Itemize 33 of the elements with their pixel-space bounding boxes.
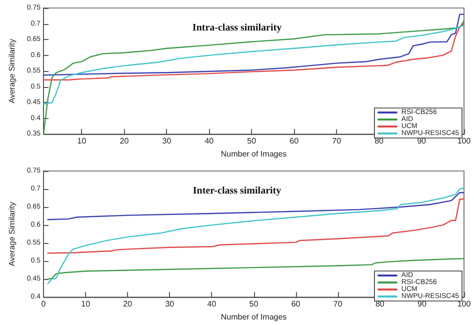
x-tick-label: 60 <box>290 136 300 146</box>
y-axis-title: Average Similarity <box>8 38 16 104</box>
x-tick-label: 20 <box>120 136 130 146</box>
line-series <box>42 24 465 105</box>
x-tick-label: 40 <box>204 136 214 146</box>
x-tick-label: 80 <box>374 136 384 146</box>
x-tick-label: 100 <box>457 300 472 309</box>
line-series <box>47 198 465 254</box>
x-tick-label: 50 <box>249 300 259 309</box>
x-tick-label: 0 <box>41 300 46 309</box>
x-tick-label: 80 <box>375 300 385 309</box>
x-axis-title: Number of Images <box>220 150 287 158</box>
x-tick-label: 70 <box>332 136 342 146</box>
x-tick-label: 100 <box>457 136 472 146</box>
y-axis-title: Average Similarity <box>8 202 16 266</box>
x-tick-label: 30 <box>165 300 175 309</box>
text: Inter-class similarity <box>192 186 282 196</box>
x-axis-title: Number of Images <box>220 312 287 322</box>
line-series <box>47 187 465 284</box>
line-series <box>42 14 465 76</box>
line-series <box>42 23 465 80</box>
text: Intra-class similarity <box>192 22 282 34</box>
x-tick-label: 10 <box>77 136 87 146</box>
x-tick-label: 90 <box>417 136 427 146</box>
x-tick-label: 90 <box>418 300 427 309</box>
x-tick-label: 20 <box>123 300 133 309</box>
x-tick-label: 70 <box>333 300 343 309</box>
line-series <box>47 258 465 280</box>
x-tick-label: 40 <box>207 300 217 309</box>
x-tick-label: 10 <box>81 300 91 309</box>
x-tick-label: 30 <box>162 136 172 146</box>
x-tick-label: 60 <box>291 300 301 309</box>
x-tick-label: 50 <box>247 136 257 146</box>
